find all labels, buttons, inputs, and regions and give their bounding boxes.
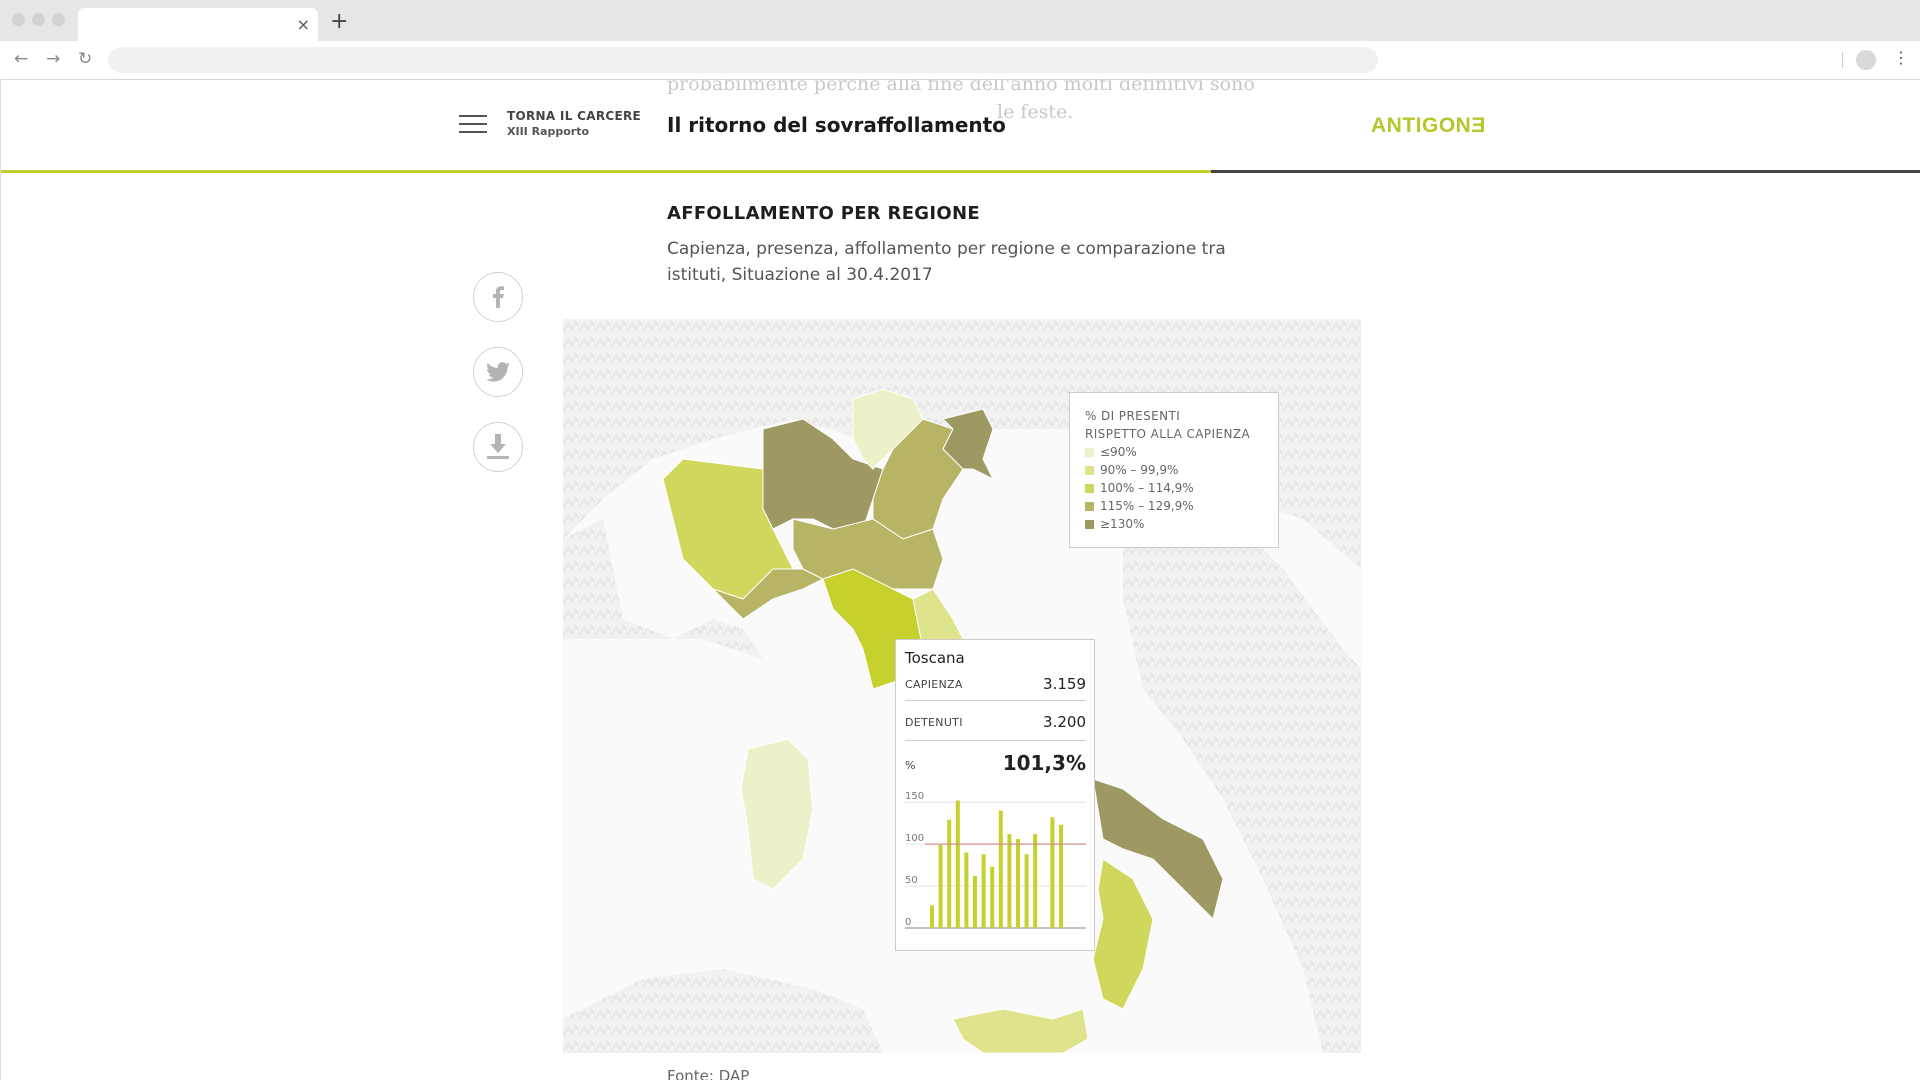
page-viewport: probabilmente perché alla fine dell'anno… bbox=[0, 79, 1920, 1080]
tooltip-percent-label: % bbox=[905, 759, 916, 772]
chart-bar bbox=[955, 800, 960, 928]
region-veneto[interactable] bbox=[872, 418, 964, 540]
new-tab-button[interactable]: + bbox=[330, 9, 349, 34]
africa-relief bbox=[563, 969, 883, 1053]
legend-title: % DI PRESENTI bbox=[1085, 409, 1181, 423]
chart-tick-label: 150 bbox=[905, 791, 924, 802]
region-calabria[interactable] bbox=[1092, 858, 1154, 1010]
browser-tab[interactable]: × bbox=[78, 8, 318, 41]
facebook-share-button[interactable] bbox=[473, 272, 523, 322]
chart-bar bbox=[1033, 834, 1038, 928]
legend-swatch bbox=[1085, 465, 1094, 475]
forward-arrow-icon[interactable]: → bbox=[46, 49, 61, 69]
header-subsection-label[interactable]: XIII Rapporto bbox=[507, 125, 590, 138]
reload-icon[interactable]: ↻ bbox=[78, 49, 93, 69]
chart-tick-label: 50 bbox=[905, 875, 918, 886]
chart-bar bbox=[1007, 834, 1012, 928]
toolbar-divider bbox=[1842, 52, 1843, 68]
window-zoom-dot[interactable] bbox=[52, 13, 65, 26]
legend-swatch bbox=[1085, 519, 1094, 529]
balkans-relief bbox=[1103, 439, 1361, 1053]
legend-swatch bbox=[1085, 447, 1094, 457]
window-minimize-dot[interactable] bbox=[32, 13, 45, 26]
legend-swatch bbox=[1085, 483, 1094, 493]
chart-bar bbox=[1059, 824, 1063, 928]
page-title: Il ritorno del sovraffollamento bbox=[667, 113, 1006, 137]
chart-tick-label: 0 bbox=[905, 917, 911, 928]
background-article-text: le feste. bbox=[997, 101, 1074, 123]
legend-item-label: 90% – 99,9% bbox=[1100, 463, 1179, 477]
region-tooltip: Toscana CAPIENZA 3.159 DETENUTI 3.200 % … bbox=[895, 639, 1095, 951]
background-article-text: probabilmente perché alla fine dell'anno… bbox=[667, 79, 1255, 95]
chart-bar bbox=[1050, 817, 1055, 928]
tooltip-percent-value: 101,3% bbox=[1002, 751, 1086, 775]
reading-progress-bar bbox=[1, 170, 1920, 173]
tooltip-capienza-label: CAPIENZA bbox=[905, 678, 963, 691]
region-sicilia[interactable] bbox=[952, 1008, 1089, 1053]
chart-bar bbox=[930, 905, 934, 928]
chart-bar bbox=[1024, 854, 1029, 928]
chart-bar bbox=[964, 852, 969, 928]
reading-progress-fill bbox=[1, 170, 1211, 173]
legend-item-label: ≤90% bbox=[1100, 445, 1137, 459]
site-header: TORNA IL CARCERE XIII Rapporto Il ritorn… bbox=[1, 79, 1920, 173]
legend-item-label: ≥130% bbox=[1100, 517, 1145, 531]
chart-bar bbox=[1016, 839, 1020, 928]
chart-bar bbox=[981, 854, 986, 928]
window-close-dot[interactable] bbox=[12, 13, 25, 26]
chart-bar bbox=[947, 819, 952, 928]
chart-source: Fonte: DAP bbox=[667, 1067, 750, 1080]
legend-item: ≥130% bbox=[1085, 515, 1263, 533]
legend-item-label: 100% – 114,9% bbox=[1100, 481, 1194, 495]
tooltip-capienza-value: 3.159 bbox=[1043, 675, 1086, 693]
legend-item: ≤90% bbox=[1085, 443, 1263, 461]
browser-menu-icon[interactable]: ⋮ bbox=[1893, 48, 1909, 67]
tooltip-detenuti-label: DETENUTI bbox=[905, 716, 963, 729]
header-section-label[interactable]: TORNA IL CARCERE bbox=[507, 109, 641, 123]
back-arrow-icon[interactable]: ← bbox=[14, 49, 29, 69]
tooltip-detenuti-value: 3.200 bbox=[1043, 713, 1086, 731]
legend-swatch bbox=[1085, 501, 1094, 511]
twitter-icon bbox=[486, 362, 510, 382]
chart-bar bbox=[998, 810, 1003, 928]
map-legend: % DI PRESENTI RISPETTO ALLA CAPIENZA ≤90… bbox=[1069, 392, 1279, 548]
tooltip-divider bbox=[905, 700, 1086, 701]
chart-section-title: AFFOLLAMENTO PER REGIONE bbox=[667, 203, 980, 224]
tab-close-icon[interactable]: × bbox=[296, 15, 310, 34]
legend-item: 100% – 114,9% bbox=[1085, 479, 1263, 497]
france-relief bbox=[563, 519, 763, 659]
profile-avatar[interactable] bbox=[1856, 50, 1876, 70]
tooltip-region-name: Toscana bbox=[905, 649, 965, 667]
region-sardegna[interactable] bbox=[740, 738, 814, 890]
address-bar[interactable] bbox=[108, 47, 1378, 73]
legend-item: 90% – 99,9% bbox=[1085, 461, 1263, 479]
browser-tab-strip: × + bbox=[0, 0, 1920, 41]
region-puglia[interactable] bbox=[1092, 778, 1224, 920]
facebook-icon bbox=[493, 286, 504, 308]
chart-bar bbox=[938, 844, 943, 928]
tooltip-divider bbox=[905, 740, 1086, 741]
hamburger-menu-icon[interactable] bbox=[459, 115, 487, 133]
download-icon bbox=[487, 434, 509, 459]
chart-tick-label: 100 bbox=[905, 833, 924, 844]
legend-title: RISPETTO ALLA CAPIENZA bbox=[1085, 427, 1251, 441]
browser-toolbar: ← → ↻ ⋮ bbox=[0, 41, 1920, 80]
chart-bar bbox=[990, 866, 995, 928]
legend-item-label: 115% – 129,9% bbox=[1100, 499, 1194, 513]
download-button[interactable] bbox=[473, 422, 523, 472]
legend-item: 115% – 129,9% bbox=[1085, 497, 1263, 515]
region-friuli[interactable] bbox=[942, 408, 995, 481]
chart-bar bbox=[973, 876, 977, 928]
institutes-bar-chart: 150 100 50 0 bbox=[905, 791, 1086, 929]
twitter-share-button[interactable] bbox=[473, 347, 523, 397]
antigone-logo[interactable]: ANTIGONƎ bbox=[1371, 114, 1486, 137]
chart-section-description: Capienza, presenza, affollamento per reg… bbox=[667, 239, 1226, 285]
